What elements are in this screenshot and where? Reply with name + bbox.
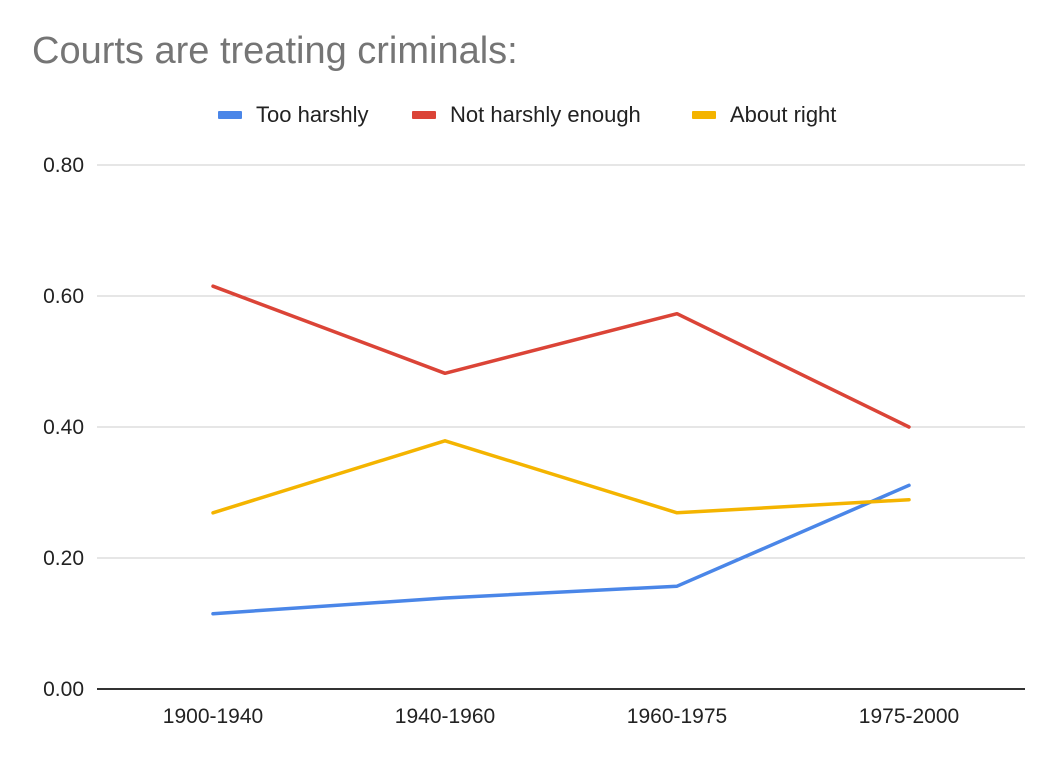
legend-swatch-about-right [692,111,716,119]
legend-swatch-not-harshly-enough [412,111,436,119]
y-tick-label: 0.20 [43,547,84,570]
legend: Too harshly Not harshly enough About rig… [0,100,1064,130]
y-tick-label: 0.00 [43,678,84,701]
x-tick-label: 1900-1940 [163,705,263,728]
y-tick-label: 0.40 [43,416,84,439]
y-tick-label: 0.80 [43,154,84,177]
x-tick-label: 1940-1960 [395,705,495,728]
series-line-about-right [211,439,911,515]
legend-label-not-harshly-enough: Not harshly enough [450,102,641,127]
series-line-not-harshly-enough [211,284,911,429]
series-line-too-harshly [211,483,911,616]
x-tick-label: 1975-2000 [859,705,959,728]
legend-swatch-too-harshly [218,111,242,119]
legend-label-too-harshly: Too harshly [256,102,369,127]
y-tick-label: 0.60 [43,285,84,308]
x-tick-label: 1960-1975 [627,705,727,728]
legend-item-about-right[interactable]: About right [692,100,836,130]
legend-label-about-right: About right [730,102,837,127]
legend-item-not-harshly-enough[interactable]: Not harshly enough [412,100,641,130]
legend-item-too-harshly[interactable]: Too harshly [218,100,369,130]
chart-title: Courts are treating criminals: [32,30,518,72]
